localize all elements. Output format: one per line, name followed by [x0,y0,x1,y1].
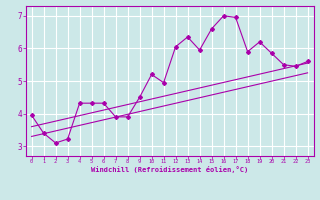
X-axis label: Windchill (Refroidissement éolien,°C): Windchill (Refroidissement éolien,°C) [91,166,248,173]
